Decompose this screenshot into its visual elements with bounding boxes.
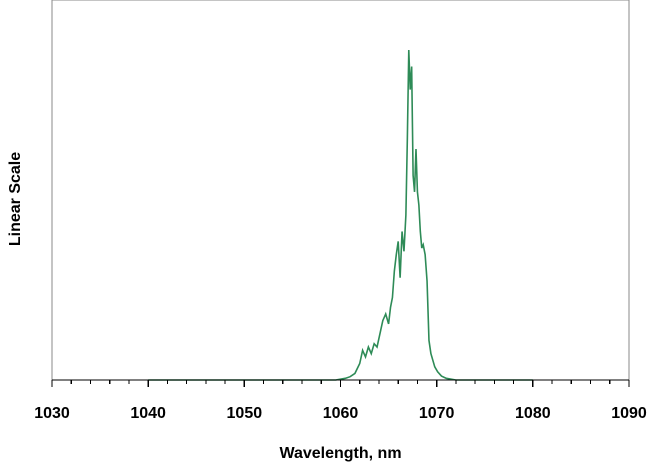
x-tick-label: 1060: [323, 405, 359, 422]
x-tick-label: 1080: [515, 405, 551, 422]
x-tick-label: 1050: [227, 405, 263, 422]
x-tick-label: 1070: [419, 405, 455, 422]
x-axis-ticks: [51, 380, 630, 387]
spectrum-series-line: [148, 49, 533, 381]
plot-frame: [51, 0, 630, 381]
x-tick-label: 1040: [130, 405, 166, 422]
x-tick-label: 1030: [34, 405, 70, 422]
x-axis-label: Wavelength, nm: [279, 445, 401, 462]
plot-area: [51, 0, 630, 381]
x-axis-tick-labels: 1030 1040 1050 1060 1070 1080 1090: [34, 405, 647, 422]
y-axis-label: Linear Scale: [7, 152, 24, 246]
x-tick-label: 1090: [611, 405, 647, 422]
